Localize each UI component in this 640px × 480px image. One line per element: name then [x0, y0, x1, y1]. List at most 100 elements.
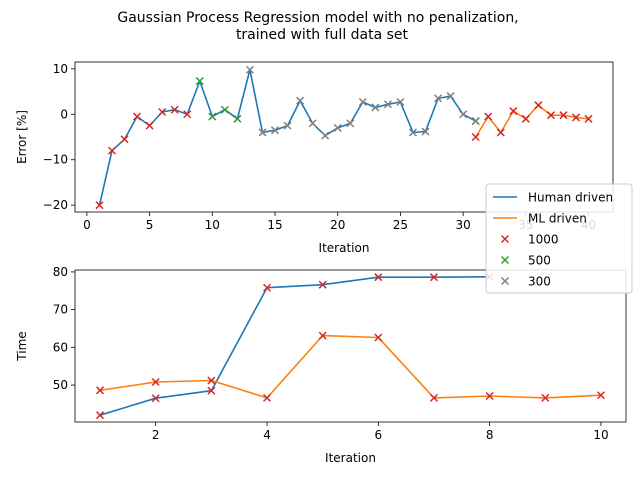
error-xtick-label: 20	[330, 218, 345, 232]
legend-label: ML driven	[528, 212, 587, 226]
error-xtick-label: 25	[393, 218, 408, 232]
marker-stroke	[421, 127, 430, 136]
error-ytick-label: −20	[43, 198, 68, 212]
marker-stroke	[541, 393, 550, 402]
legend-label: 500	[528, 254, 551, 268]
time-marker-1000	[96, 386, 105, 395]
error-marker-300	[421, 127, 430, 136]
error-marker-1000	[145, 121, 154, 130]
marker-stroke	[120, 135, 129, 144]
error-marker-300	[434, 94, 443, 103]
error-marker-1000	[107, 146, 117, 155]
legend-marker-swatch	[500, 276, 510, 286]
time-marker-1000	[318, 331, 327, 340]
marker-stroke	[145, 121, 154, 130]
legend-entry: 300	[500, 275, 551, 289]
time-series-human-driven	[99, 276, 490, 416]
marker-stroke	[96, 411, 105, 420]
error-xtick-label: 30	[455, 218, 470, 232]
legend-entry: 500	[500, 254, 551, 268]
marker-stroke	[546, 111, 555, 120]
marker-stroke	[107, 146, 117, 155]
marker-stroke	[429, 273, 439, 282]
time-marker-1000	[262, 283, 272, 292]
error-series-ml-driven	[475, 104, 589, 138]
error-marker-500	[233, 114, 242, 123]
marker-stroke	[371, 103, 380, 112]
error-marker-1000	[571, 113, 581, 122]
marker-stroke	[95, 201, 104, 210]
time-plot-area	[96, 272, 605, 420]
legend-box	[485, 183, 633, 294]
error-marker-300	[283, 121, 292, 130]
marker-stroke	[346, 119, 355, 128]
marker-stroke	[358, 97, 367, 107]
marker-stroke	[318, 331, 327, 340]
error-plot-area	[95, 65, 593, 210]
time-ytick-label: 80	[53, 265, 68, 279]
time-plot: 2 4 6 8 10 50 60 70 80 Iteration Time	[15, 265, 627, 465]
marker-stroke	[96, 386, 105, 395]
marker-stroke	[220, 105, 229, 114]
time-series-ml-driven	[99, 334, 602, 399]
time-marker-1000	[151, 377, 160, 387]
time-ytick-label: 50	[53, 378, 68, 392]
marker-stroke	[318, 280, 327, 289]
marker-stroke	[151, 377, 160, 387]
legend-label: 300	[528, 275, 551, 289]
error-marker-1000	[546, 111, 555, 120]
marker-stroke	[534, 101, 543, 110]
error-xtick-label: 10	[205, 218, 220, 232]
time-marker-1000	[429, 393, 439, 402]
error-marker-300	[308, 119, 317, 128]
marker-stroke	[158, 107, 167, 117]
marker-stroke	[429, 393, 439, 402]
error-marker-300	[346, 119, 355, 128]
error-marker-1000	[496, 128, 505, 137]
marker-stroke	[321, 131, 330, 140]
time-xtick-label: 6	[375, 428, 383, 442]
marker-stroke	[484, 112, 493, 121]
marker-stroke	[584, 114, 593, 123]
time-axes-frame	[74, 269, 627, 423]
marker-stroke	[396, 97, 405, 107]
time-marker-1000	[207, 386, 216, 395]
figure-title-line1: Gaussian Process Regression model with n…	[117, 10, 518, 26]
marker-stroke	[283, 121, 292, 130]
time-marker-1000	[96, 411, 105, 420]
error-marker-1000	[183, 110, 192, 119]
error-ytick-label: 0	[60, 107, 68, 121]
error-marker-300	[383, 100, 392, 109]
error-xtick-label: 5	[146, 218, 154, 232]
error-marker-300	[459, 110, 468, 119]
error-marker-1000	[471, 132, 480, 142]
marker-stroke	[262, 393, 272, 402]
error-marker-300	[396, 97, 405, 107]
time-ytick-label: 70	[53, 303, 68, 317]
marker-stroke	[471, 132, 480, 142]
error-marker-1000	[534, 101, 543, 110]
time-marker-1000	[596, 391, 605, 400]
time-marker-1000	[374, 273, 383, 282]
marker-stroke	[233, 114, 242, 123]
error-marker-300	[471, 117, 480, 126]
error-marker-1000	[133, 112, 142, 121]
error-xlabel: Iteration	[319, 241, 370, 255]
time-ylabel: Time	[15, 331, 29, 361]
marker-stroke	[571, 113, 581, 122]
error-marker-300	[358, 97, 367, 107]
error-ytick-label: −10	[43, 153, 68, 167]
marker-stroke	[521, 114, 530, 123]
marker-stroke	[383, 100, 392, 109]
marker-stroke	[509, 107, 518, 116]
time-marker-1000	[374, 333, 383, 342]
time-marker-1000	[485, 391, 494, 401]
legend-label: 1000	[528, 233, 559, 247]
time-marker-1000	[541, 393, 550, 402]
marker-stroke	[471, 117, 480, 126]
time-marker-1000	[151, 394, 160, 403]
error-marker-1000	[509, 107, 518, 116]
time-xtick-label: 4	[263, 428, 271, 442]
time-marker-1000	[429, 273, 439, 282]
